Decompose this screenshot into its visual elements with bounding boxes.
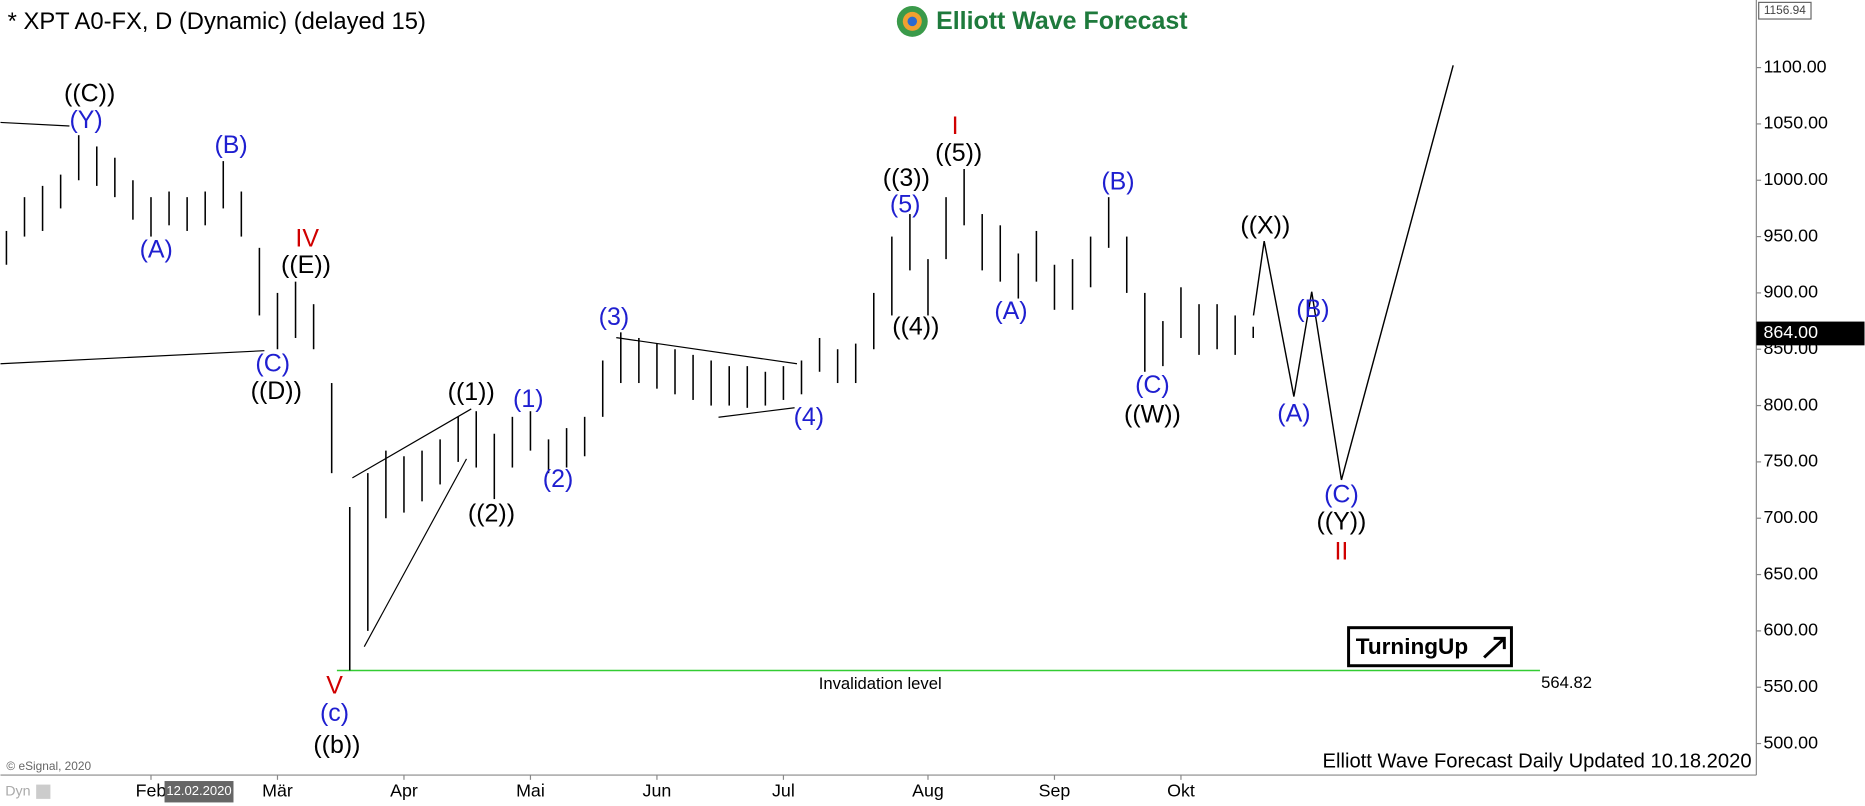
turningup-badge: TurningUp bbox=[1347, 626, 1513, 668]
projection-path bbox=[1252, 65, 1454, 481]
wave-label: (B) bbox=[1101, 168, 1134, 196]
wave-label: IV bbox=[295, 225, 319, 253]
wave-label: (1) bbox=[513, 385, 544, 413]
wave-label: ((1)) bbox=[448, 378, 495, 406]
x-tick-label: Sep bbox=[1039, 780, 1071, 800]
x-tick-label: Okt bbox=[1167, 780, 1195, 800]
x-tick-label: Mär bbox=[262, 780, 293, 800]
x-tick-label: Jul bbox=[772, 780, 795, 800]
y-tick-label: 1100.00 bbox=[1763, 56, 1826, 76]
y-tick-label: 550.00 bbox=[1763, 676, 1818, 696]
y-tick-label: 800.00 bbox=[1763, 394, 1818, 414]
last-price-label: 864.00 bbox=[1763, 322, 1818, 342]
x-tick-label: Feb bbox=[136, 780, 167, 800]
y-tick-label: 750.00 bbox=[1763, 451, 1818, 471]
wave-label: (Y) bbox=[69, 106, 102, 134]
cursor-date-box bbox=[164, 781, 234, 803]
badge-box bbox=[1347, 626, 1513, 668]
brand-logo: Elliott Wave Forecast bbox=[896, 5, 1188, 37]
wedge-line bbox=[363, 458, 468, 647]
brand-text: Elliott Wave Forecast bbox=[936, 7, 1187, 35]
wave-label: I bbox=[952, 112, 959, 140]
wave-label: ((5)) bbox=[935, 139, 982, 167]
badge-text: TurningUp bbox=[1356, 634, 1468, 659]
wave-label: V bbox=[326, 672, 343, 700]
x-tick-label: Jun bbox=[643, 780, 672, 800]
top-price-label: 1156.94 bbox=[1764, 3, 1806, 17]
x-tick-label: Mai bbox=[516, 780, 545, 800]
footer-text: Elliott Wave Forecast Daily Updated 10.1… bbox=[1323, 750, 1752, 772]
wave-label: ((3)) bbox=[883, 164, 930, 192]
wave-label: (A) bbox=[140, 235, 173, 263]
triangle-line bbox=[718, 407, 795, 418]
wave-label: (C) bbox=[1135, 371, 1170, 399]
wave-label: (2) bbox=[543, 465, 574, 493]
x-tick-label: Aug bbox=[912, 780, 944, 800]
y-tick-label: 900.00 bbox=[1763, 282, 1818, 302]
wave-label: (A) bbox=[1277, 399, 1310, 427]
wave-label: (c) bbox=[320, 699, 349, 727]
badge-arrow bbox=[1483, 636, 1506, 659]
wave-label: (C) bbox=[255, 350, 290, 378]
wave-label: ((E)) bbox=[281, 251, 331, 279]
y-tick-label: 600.00 bbox=[1763, 620, 1818, 640]
wave-label: (B) bbox=[214, 131, 247, 159]
wave-label: II bbox=[1335, 537, 1349, 565]
y-tick-label: 700.00 bbox=[1763, 507, 1818, 527]
y-tick-label: 650.00 bbox=[1763, 563, 1818, 583]
trend-line bbox=[0, 121, 70, 127]
invalidation-value: 564.82 bbox=[1541, 673, 1592, 692]
wave-label: (3) bbox=[599, 303, 630, 331]
wave-label: ((C)) bbox=[64, 80, 115, 108]
wave-label: ((b)) bbox=[313, 731, 360, 759]
trend-line bbox=[0, 350, 265, 365]
chart-mode: Dyn bbox=[5, 784, 30, 800]
chart-title: * XPT A0-FX, D (Dynamic) (delayed 15) bbox=[8, 8, 426, 35]
y-tick-label: 500.00 bbox=[1763, 732, 1818, 752]
wave-label: (A) bbox=[994, 297, 1027, 325]
wave-label: (C) bbox=[1324, 480, 1359, 508]
wedge-line bbox=[352, 408, 472, 479]
wave-label: ((2)) bbox=[468, 499, 515, 527]
cursor-date: 12.02.2020 bbox=[166, 783, 231, 798]
y-tick-label: 1000.00 bbox=[1763, 169, 1828, 189]
wave-label: ((4)) bbox=[892, 313, 939, 341]
top-price-box bbox=[1758, 1, 1812, 20]
invalidation-label: Invalidation level bbox=[819, 674, 942, 693]
wave-label: ((D)) bbox=[251, 377, 302, 405]
y-tick-label: 950.00 bbox=[1763, 225, 1818, 245]
wave-label: (5) bbox=[890, 190, 921, 218]
trend-lines bbox=[0, 121, 798, 647]
mode-button[interactable] bbox=[36, 784, 51, 799]
wave-label: ((X)) bbox=[1240, 212, 1290, 240]
wave-label: ((W)) bbox=[1124, 401, 1181, 429]
logo-icon-core bbox=[907, 16, 918, 27]
wave-label: (B) bbox=[1296, 295, 1329, 323]
last-price-box bbox=[1756, 321, 1865, 346]
wave-label: ((Y)) bbox=[1316, 508, 1366, 536]
copyright: © eSignal, 2020 bbox=[6, 759, 91, 773]
y-tick-label: 1050.00 bbox=[1763, 113, 1828, 133]
wave-label: (4) bbox=[794, 403, 824, 431]
x-tick-label: Apr bbox=[390, 780, 418, 800]
triangle-line bbox=[616, 337, 798, 365]
